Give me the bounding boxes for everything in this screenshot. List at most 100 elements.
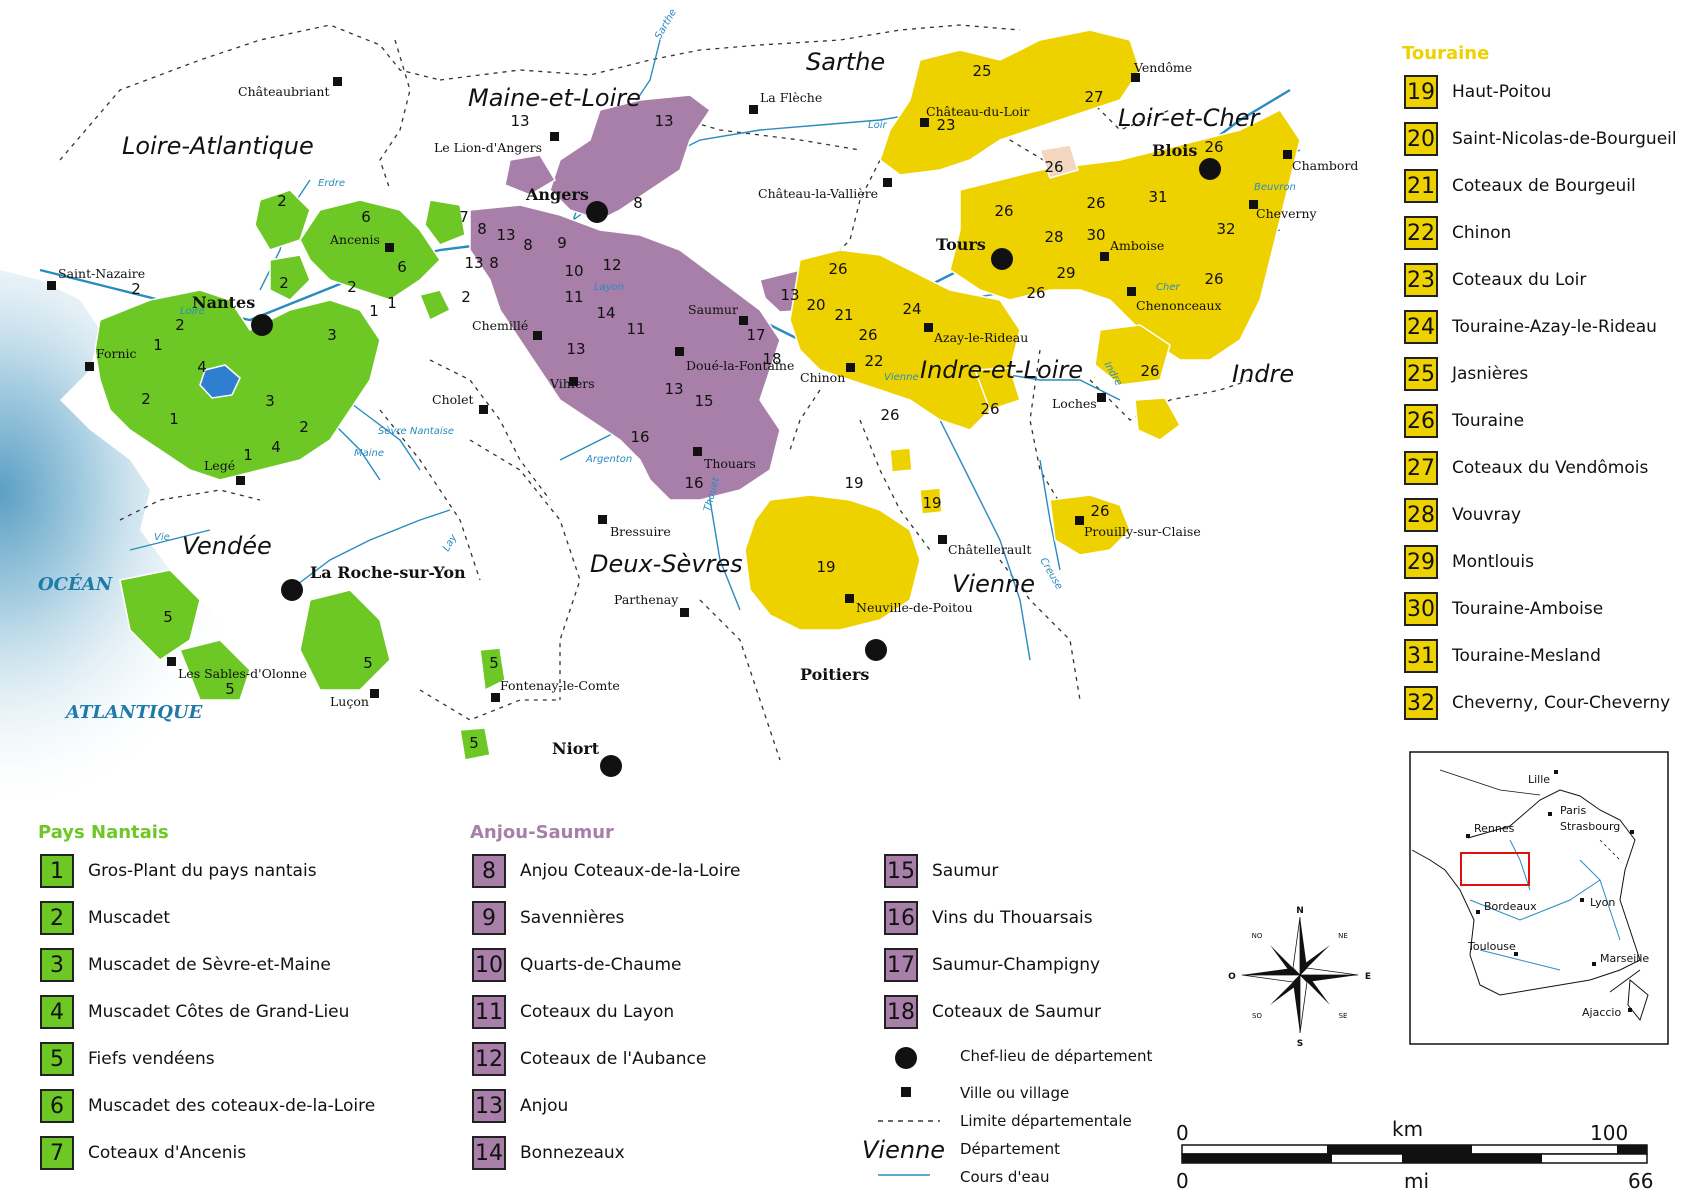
town-label: Cheverny — [1256, 206, 1317, 221]
legend-label: Touraine-Azay-le-Rideau — [1452, 317, 1657, 337]
zone-number: 2 — [299, 418, 309, 436]
inset-city-marker — [1476, 910, 1480, 914]
zone-number: 16 — [630, 428, 649, 446]
prefecture-dot — [600, 755, 622, 777]
zone-number: 19 — [922, 494, 941, 512]
towns: Châteaubriant Le Lion-d'Angers La Flèche… — [47, 60, 1358, 709]
town-marker — [920, 118, 929, 127]
town-label: Prouilly-sur-Claise — [1084, 524, 1201, 539]
zone-number: 26 — [994, 202, 1013, 220]
town-label: Châteaubriant — [238, 84, 330, 99]
zone-number: 19 — [844, 474, 863, 492]
maine-river — [329, 419, 381, 481]
compass-needle — [1299, 974, 1308, 1034]
town-label: Saumur — [688, 302, 738, 317]
zone-number: 1 — [169, 410, 179, 428]
symbol-legend-marks: Vienne — [862, 1047, 945, 1176]
legend-swatch: 16 — [884, 901, 918, 935]
legend-label: Quarts-de-Chaume — [520, 955, 682, 975]
compass-needle — [1270, 979, 1300, 1005]
legend-item: 18 Coteaux de Saumur — [884, 993, 1101, 1031]
lay-river — [289, 509, 451, 591]
town-marker — [845, 594, 854, 603]
town-label: Neuville-de-Poitou — [856, 600, 973, 615]
legend-item: 16 Vins du Thouarsais — [884, 899, 1093, 937]
compass-label-o: O — [1228, 972, 1236, 982]
zone-number: 26 — [828, 260, 847, 278]
river-label: Layon — [594, 282, 624, 293]
zone-number: 16 — [684, 474, 703, 492]
legend-label: Montlouis — [1452, 552, 1534, 572]
compass-needle — [1299, 967, 1359, 976]
inset-city-label: Lyon — [1590, 896, 1615, 909]
creuse-river — [1039, 459, 1061, 571]
zone-number: 12 — [602, 256, 621, 274]
legend-symbol-label: Cours d'eau — [960, 1168, 1050, 1186]
zone-number: 1 — [387, 294, 397, 312]
prefecture-label: La Roche-sur-Yon — [310, 563, 466, 582]
zone-number: 6 — [361, 208, 371, 226]
legend-swatch: 32 — [1404, 686, 1438, 720]
compass-label-so: SO — [1252, 1012, 1262, 1020]
zone-number: 26 — [1204, 270, 1223, 288]
zone-number: 5 — [163, 608, 173, 626]
legend-swatch: 12 — [472, 1042, 506, 1076]
legend-label: Coteaux d'Ancenis — [88, 1143, 247, 1163]
legend-label: Coteaux du Loir — [1452, 270, 1587, 290]
department-boundaries — [59, 24, 1251, 761]
town-marker — [1097, 393, 1106, 402]
legend-label: Touraine-Amboise — [1452, 599, 1604, 619]
zone-number: 21 — [834, 306, 853, 324]
town-label: Château-la-Vallière — [758, 186, 878, 201]
zone-numbers: 2 6 7 2 2 2 1 2 6 2 1 3 1 4 2 1 3 2 1 4 … — [131, 62, 1235, 752]
legend-item: 1 Gros-Plant du pays nantais — [40, 852, 317, 890]
legend-label: Gros-Plant du pays nantais — [88, 861, 317, 881]
zone-number: 11 — [626, 320, 645, 338]
zone-number: 9 — [557, 234, 567, 252]
legend-label: Jasnières — [1452, 364, 1529, 384]
town-marker — [675, 347, 684, 356]
legend-swatch: 2 — [40, 901, 74, 935]
town-label: Chinon — [800, 370, 845, 385]
river-label: Maine — [354, 448, 384, 459]
town-label: Château-du-Loir — [926, 104, 1029, 119]
zone-number: 15 — [694, 392, 713, 410]
town-marker — [47, 281, 56, 290]
department-label: Indre-et-Loire — [920, 356, 1083, 384]
inset-city-label: Lille — [1528, 773, 1550, 786]
compass-label-e: E — [1365, 972, 1371, 982]
town-marker — [236, 476, 245, 485]
legend-item: 29 Montlouis — [1404, 543, 1534, 581]
town-label: Chemillé — [472, 318, 528, 333]
town-marker — [739, 316, 748, 325]
inset-city-marker — [1628, 1008, 1632, 1012]
legend-item: 3 Muscadet de Sèvre-et-Maine — [40, 946, 331, 984]
department-label: Vendée — [182, 532, 272, 560]
legend-label: Anjou Coteaux-de-la-Loire — [520, 861, 741, 881]
zone-number: 26 — [1204, 138, 1223, 156]
river-label: Lay — [441, 532, 460, 554]
legend-swatch: 6 — [40, 1089, 74, 1123]
zone-number: 13 — [496, 226, 515, 244]
town-label: Les Sables-d'Olonne — [178, 666, 307, 681]
legend-label: Bonnezeaux — [520, 1143, 625, 1163]
zone-number: 13 — [654, 112, 673, 130]
legend-item: 14 Bonnezeaux — [472, 1134, 625, 1172]
town-marker — [680, 608, 689, 617]
legend-item: 10 Quarts-de-Chaume — [472, 946, 681, 984]
zone-number: 4 — [271, 438, 281, 456]
zone-number: 31 — [1148, 188, 1167, 206]
town-marker — [749, 105, 758, 114]
town-marker — [1283, 150, 1292, 159]
town-label: Bressuire — [610, 524, 671, 539]
zone-number: 24 — [902, 300, 921, 318]
inset-focus-box — [1460, 852, 1530, 886]
compass-needle — [1300, 945, 1330, 971]
legend-label: Muscadet des coteaux-de-la-Loire — [88, 1096, 376, 1116]
zone-number: 8 — [633, 194, 643, 212]
legend-swatch: 7 — [40, 1136, 74, 1170]
zone-number: 2 — [279, 274, 289, 292]
legend-item: 26 Touraine — [1404, 402, 1524, 440]
legend-label: Coteaux de Bourgeuil — [1452, 176, 1636, 196]
legend-label: Coteaux de Saumur — [932, 1002, 1102, 1022]
